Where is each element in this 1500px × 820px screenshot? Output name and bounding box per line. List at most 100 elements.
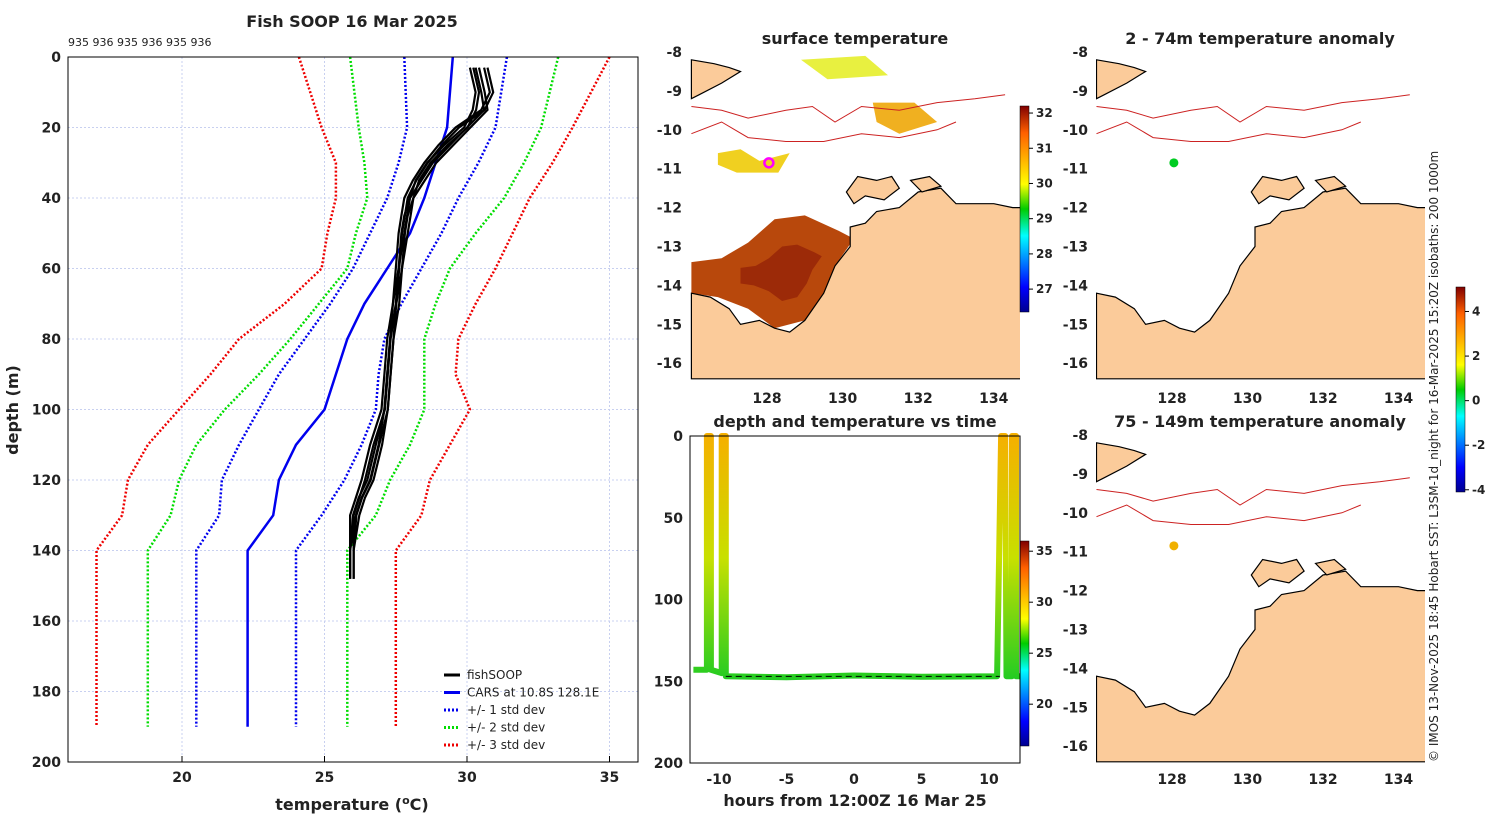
map-content — [690, 55, 1020, 380]
colorbar — [1019, 540, 1030, 747]
profile-line--3-std-dev — [394, 56, 611, 727]
island — [690, 59, 742, 100]
isobath-line — [1096, 121, 1361, 142]
fishsoop-cast-line — [349, 67, 477, 579]
lat-tick-label: -14 — [1063, 278, 1089, 294]
island — [1096, 59, 1147, 100]
legend-entry: +/- 3 std dev — [467, 738, 545, 752]
lat-tick-label: -14 — [657, 278, 683, 294]
fishsoop-cast-line — [349, 67, 486, 579]
legend-entry: +/- 1 std dev — [467, 703, 545, 717]
isobath-line — [1096, 94, 1410, 123]
x-axis-label: temperature (oC) — [275, 794, 428, 814]
y-tick-label: 200 — [32, 755, 61, 771]
lon-tick-label: 134 — [979, 391, 1008, 407]
profile-line--2-std-dev — [146, 56, 369, 727]
time-title: depth and temperature vs time — [713, 412, 996, 431]
lat-tick-label: -15 — [1063, 700, 1088, 716]
footer-credit: © IMOS 13-Nov-2025 18:45 Hobart SST: L3S… — [1427, 151, 1441, 762]
lat-tick-label: -16 — [657, 356, 682, 372]
profile-line--1-std-dev — [294, 56, 509, 727]
cast-location-marker — [1169, 541, 1179, 551]
colorbar-tick-label: -2 — [1472, 438, 1485, 452]
lat-tick-label: -8 — [1072, 428, 1088, 444]
lat-tick-label: -16 — [1063, 739, 1088, 755]
time-x-tick-label: -10 — [706, 772, 732, 788]
y-tick-label: 40 — [42, 191, 62, 207]
colorbar-tick-label: 20 — [1036, 697, 1053, 711]
island — [1096, 442, 1148, 483]
lat-tick-label: -12 — [1063, 201, 1088, 217]
y-tick-label: 20 — [42, 121, 62, 137]
lat-tick-label: -11 — [1063, 545, 1088, 561]
legend-entry: fishSOOP — [467, 668, 522, 682]
sst-yellow-patch-north — [801, 55, 888, 80]
time-axes-box — [689, 435, 1021, 764]
land-mass — [1096, 570, 1425, 763]
isobath-line — [691, 121, 957, 142]
lon-tick-label: 128 — [1157, 772, 1186, 788]
lon-tick-label: 130 — [1233, 772, 1262, 788]
lat-tick-label: -12 — [1063, 584, 1088, 600]
y-axis-label: depth (m) — [3, 365, 22, 455]
lat-tick-label: -9 — [666, 84, 682, 100]
colorbar-tick-label: -4 — [1472, 483, 1485, 497]
colorbar-tick-label: 30 — [1036, 176, 1053, 190]
profile-title: Fish SOOP 16 Mar 2025 — [246, 12, 457, 31]
lat-tick-label: -13 — [657, 240, 682, 256]
lat-tick-label: -11 — [1063, 162, 1088, 178]
x-tick-label: 35 — [600, 770, 619, 786]
profile-line-cars-at-10-8s-128-1e — [246, 56, 455, 727]
legend-entry: CARS at 10.8S 128.1E — [467, 686, 599, 700]
isobath-line — [1096, 477, 1410, 506]
lon-tick-label: 130 — [828, 391, 857, 407]
lat-tick-label: -10 — [1063, 506, 1089, 522]
colorbar-tick-label: 28 — [1036, 247, 1053, 261]
map-anom1: 128 130 132 134 -8 -9 -10 -11 -12 -13 -14 -15 -16 — [1063, 45, 1425, 407]
lat-tick-label: -12 — [657, 201, 682, 217]
lat-tick-label: -9 — [1072, 84, 1088, 100]
colorbar-tick-label: 4 — [1472, 305, 1480, 319]
y-tick-label: 120 — [32, 473, 61, 489]
lat-tick-label: -8 — [666, 45, 682, 61]
time-x-tick-label: 0 — [849, 772, 859, 788]
lon-tick-label: 132 — [904, 391, 933, 407]
profile-line--1-std-dev — [195, 56, 409, 727]
lon-tick-label: 132 — [1308, 772, 1337, 788]
lat-tick-label: -11 — [657, 162, 682, 178]
lat-tick-label: -14 — [1063, 661, 1089, 677]
colorbar-tick-label: 32 — [1036, 106, 1053, 120]
isobath-line — [691, 94, 1006, 123]
isobath-line — [1096, 504, 1361, 525]
colorbar-tick-label: 0 — [1472, 394, 1480, 408]
lat-tick-label: -15 — [657, 317, 682, 333]
colorbar-tick-label: 35 — [1036, 544, 1053, 558]
map-content — [1096, 59, 1425, 380]
lon-tick-label: 128 — [1157, 391, 1186, 407]
cast-location-marker — [763, 157, 775, 169]
cast-location-marker — [1169, 158, 1179, 168]
sst-title: surface temperature — [762, 29, 949, 48]
lon-tick-label: 128 — [752, 391, 781, 407]
island — [1250, 558, 1305, 588]
sst-orange-patch — [872, 102, 938, 134]
y-tick-label: 160 — [32, 614, 61, 630]
lat-tick-label: -15 — [1063, 317, 1088, 333]
time-x-label: hours from 12:00Z 16 Mar 25 — [723, 791, 986, 810]
colorbar-tick-label: 27 — [1036, 282, 1053, 296]
colorbar-tick-label: 29 — [1036, 212, 1053, 226]
lat-tick-label: -10 — [1063, 123, 1089, 139]
land-mass — [1096, 187, 1425, 380]
island — [1250, 175, 1305, 205]
lat-tick-label: -16 — [1063, 356, 1088, 372]
x-tick-label: 20 — [172, 770, 192, 786]
time-x-tick-label: -5 — [779, 772, 795, 788]
time-y-tick-label: 100 — [654, 593, 683, 609]
cast-ids: 935 936 935 936 935 936 — [68, 36, 211, 49]
colorbar-tick-label: 31 — [1036, 141, 1053, 155]
lon-tick-label: 134 — [1384, 772, 1413, 788]
y-tick-label: 0 — [51, 50, 61, 66]
anom1-title: 2 - 74m temperature anomaly — [1125, 29, 1395, 48]
y-tick-label: 60 — [42, 262, 62, 278]
anom2-title: 75 - 149m temperature anomaly — [1114, 412, 1406, 431]
